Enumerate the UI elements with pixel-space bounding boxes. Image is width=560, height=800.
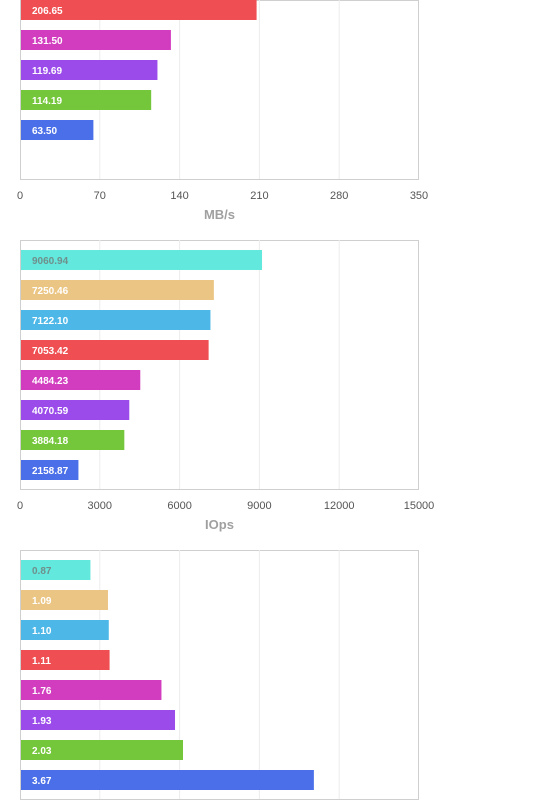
bar-value-label: 7122.10 — [32, 316, 69, 327]
x-tick-label: 9000 — [247, 500, 271, 512]
bar — [21, 280, 214, 300]
bar — [21, 340, 209, 360]
bar — [21, 30, 171, 50]
bar — [21, 400, 130, 420]
bar — [21, 310, 211, 330]
x-tick-label: 70 — [94, 190, 106, 202]
x-tick-label: 3000 — [88, 500, 112, 512]
bar-value-label: 3884.18 — [32, 436, 69, 447]
plot-frame — [20, 240, 419, 490]
x-axis-title: MB/s — [204, 207, 235, 222]
x-tick-label: 0 — [17, 190, 23, 202]
bar — [21, 120, 94, 140]
bar — [21, 0, 257, 20]
bar — [21, 90, 152, 110]
bar — [21, 650, 110, 670]
bar — [21, 560, 91, 580]
x-tick-label: 6000 — [167, 500, 191, 512]
x-axis-title: IOps — [205, 517, 234, 532]
bar-value-label: 1.10 — [32, 626, 52, 637]
bar-value-label: 9060.94 — [32, 256, 69, 267]
x-tick-label: 210 — [250, 190, 268, 202]
bar-value-label: 131.50 — [32, 36, 63, 47]
bar — [21, 740, 183, 760]
bar-value-label: 2.03 — [32, 746, 52, 757]
bar-value-label: 63.50 — [32, 126, 57, 137]
bar — [21, 60, 158, 80]
bar-value-label: 1.76 — [32, 686, 52, 697]
bar-value-label: 1.93 — [32, 716, 52, 727]
bar — [21, 710, 176, 730]
x-tick-label: 140 — [170, 190, 188, 202]
chart-iops: 9060.94 7250.46 7122.10 7053.42 4484.23 4070.… — [17, 240, 434, 532]
bar-value-label: 3.67 — [32, 776, 52, 787]
bar-value-label: 4484.23 — [32, 376, 69, 387]
plot-frame — [20, 550, 419, 800]
bar-value-label: 0.87 — [32, 566, 52, 577]
bar — [21, 460, 79, 480]
bar-value-label: 2158.87 — [32, 466, 69, 477]
chart-latency: 0.87 1.09 1.10 1.11 1.76 1.93 2.03 3.67 — [20, 550, 419, 800]
bar-value-label: 1.11 — [32, 656, 51, 667]
x-tick-label: 280 — [330, 190, 348, 202]
x-tick-label: 15000 — [404, 500, 435, 512]
bar — [21, 620, 109, 640]
bar — [21, 370, 141, 390]
bar-value-label: 4070.59 — [32, 406, 69, 417]
x-tick-label: 350 — [410, 190, 428, 202]
bar — [21, 770, 314, 790]
x-tick-label: 12000 — [324, 500, 355, 512]
bar-value-label: 1.09 — [32, 596, 52, 607]
bar-value-label: 7053.42 — [32, 346, 69, 357]
bar — [21, 680, 162, 700]
bar-value-label: 7250.46 — [32, 286, 69, 297]
bar-value-label: 206.65 — [32, 6, 63, 17]
bar — [21, 590, 108, 610]
bar-value-label: 119.69 — [32, 66, 62, 77]
chart-throughput: 208.62206.65131.50119.69114.1963.5007014… — [17, 0, 428, 222]
x-tick-label: 0 — [17, 500, 23, 512]
bar — [21, 250, 263, 270]
bar — [21, 430, 125, 450]
bar-value-label: 114.19 — [32, 96, 62, 107]
